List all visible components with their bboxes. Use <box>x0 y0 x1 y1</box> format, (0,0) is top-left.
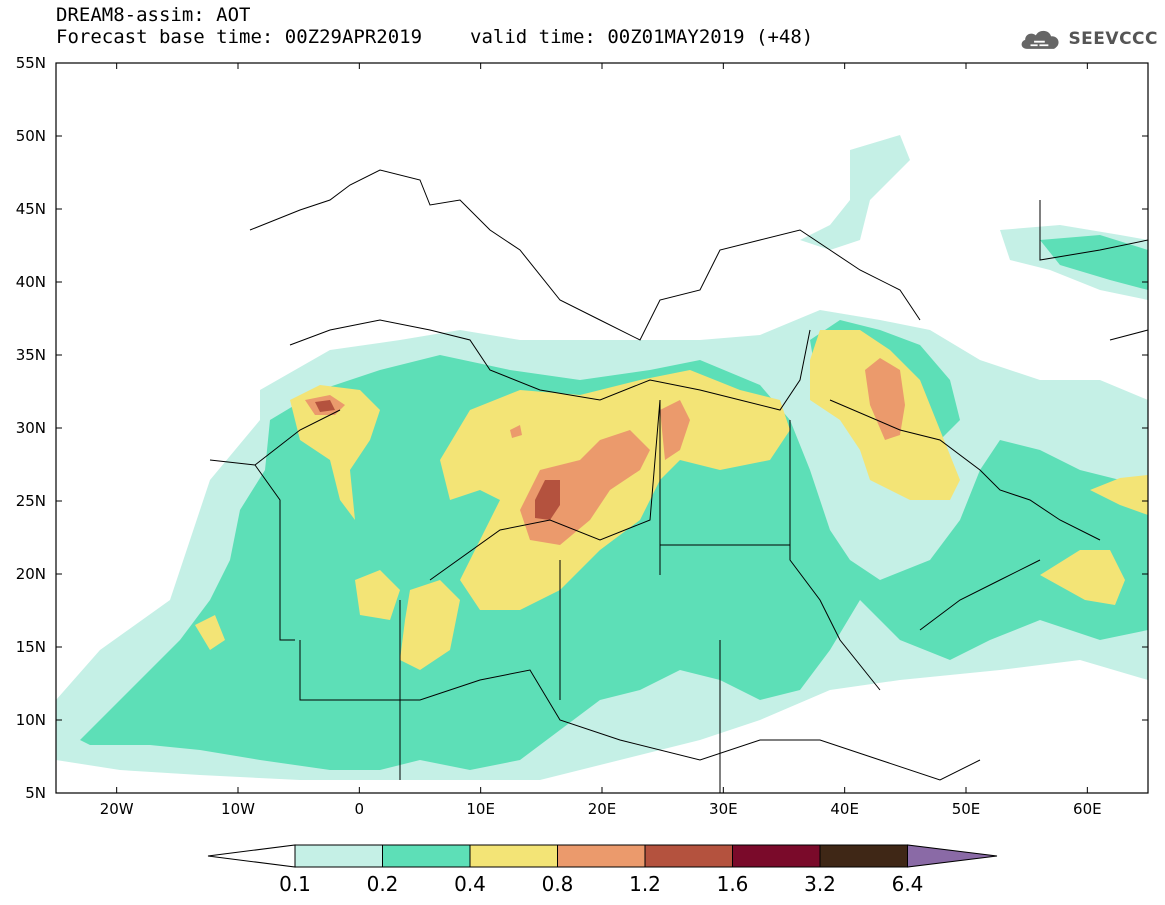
lon-label: 50E <box>951 800 981 818</box>
colorbar-swatch <box>819 844 908 868</box>
lat-label: 55N <box>15 54 46 72</box>
lon-label: 10E <box>466 800 495 818</box>
lon-label: 30E <box>709 800 738 818</box>
colorbar-level-label: 0.4 <box>454 872 486 896</box>
lon-label: 20E <box>587 800 617 818</box>
colorbar-level-label: 1.6 <box>716 872 749 896</box>
aot-field <box>56 135 1148 780</box>
colorbar-level-label: 0.1 <box>279 872 311 896</box>
colorbar-swatch <box>382 844 471 868</box>
colorbar-swatch <box>557 844 646 868</box>
borders <box>209 169 1148 793</box>
lat-label: 30N <box>15 419 46 437</box>
base-time: Forecast base time: 00Z29APR2019 <box>56 26 423 48</box>
colorbar-level-label: 3.2 <box>804 872 836 896</box>
lon-label: 10W <box>221 800 255 818</box>
cloud-icon <box>1021 30 1059 49</box>
lat-label: 50N <box>15 127 46 145</box>
lat-label: 35N <box>15 346 46 364</box>
colorbar-level-label: 0.8 <box>541 872 574 896</box>
colorbar-max-arrow <box>907 844 998 868</box>
time-info: Forecast base time: 00Z29APR2019 valid ti… <box>56 26 813 48</box>
valid-time: valid time: 00Z01MAY2019 (+48) <box>470 26 814 48</box>
colorbar-min-arrow <box>207 844 296 868</box>
colorbar-swatch <box>469 844 558 868</box>
lon-label: 40E <box>830 800 859 818</box>
colorbar-level-label: 0.2 <box>366 872 399 896</box>
lon-label: 60E <box>1073 800 1102 818</box>
colorbar-level-label: 6.4 <box>891 872 924 896</box>
lat-label: 5N <box>25 784 46 802</box>
lat-label: 20N <box>15 565 46 583</box>
lat-label: 10N <box>15 711 46 729</box>
lat-label: 40N <box>15 273 46 291</box>
colorbar-swatch <box>644 844 733 868</box>
lat-label: 25N <box>15 492 46 510</box>
colorbar-swatch <box>294 844 383 868</box>
colorbar-swatch <box>732 844 821 868</box>
lat-label: 15N <box>15 638 46 656</box>
colorbar <box>207 844 998 868</box>
logo-text: SEEVCCC <box>1068 29 1158 49</box>
lon-label: 20W <box>99 800 134 818</box>
aot-level-0.4 <box>290 385 380 520</box>
lon-label: 0 <box>354 800 365 818</box>
lat-label: 45N <box>15 200 46 218</box>
map-title: DREAM8-assim: AOT <box>56 4 251 26</box>
aot-level-1.2 <box>535 480 560 520</box>
seevccc-logo: SEEVCCC <box>1018 22 1158 56</box>
colorbar-level-label: 1.2 <box>629 872 661 896</box>
